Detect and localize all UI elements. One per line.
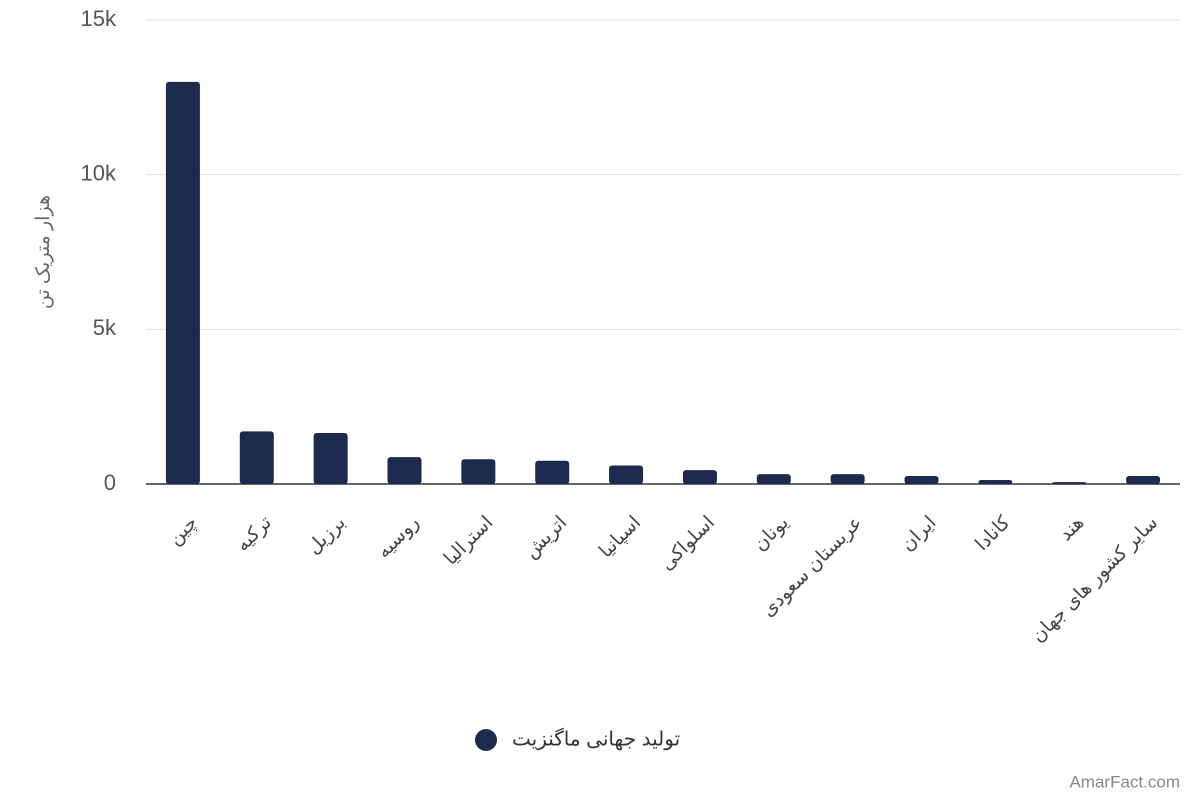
legend-label: تولید جهانی ماگنزیت	[512, 727, 680, 750]
legend-marker	[475, 729, 497, 751]
bar	[165, 81, 200, 484]
x-tick-label: روسیه	[373, 512, 423, 562]
y-tick-label: 5k	[93, 315, 117, 340]
x-tick-label: اسلواکی	[656, 512, 719, 575]
bar	[756, 474, 791, 484]
x-tick-label: استرالیا	[440, 512, 497, 569]
bar	[535, 460, 570, 484]
bar	[904, 475, 939, 484]
bar	[682, 470, 717, 484]
x-tick-label: هند	[1055, 512, 1088, 545]
x-tick-label: اسپانیا	[595, 512, 645, 562]
x-tick-label: کانادا	[972, 512, 1016, 556]
x-tick-label: چین	[165, 512, 202, 549]
bar	[978, 479, 1013, 484]
x-tick-label: برزیل	[303, 512, 349, 558]
x-tick-label: یونان	[750, 512, 793, 555]
y-tick-label: 15k	[81, 6, 117, 31]
bar	[239, 431, 274, 484]
bar	[1052, 482, 1087, 484]
bar	[1126, 475, 1161, 484]
bar	[313, 432, 348, 484]
x-tick-label: ترکیه	[232, 512, 276, 556]
y-tick-label: 0	[104, 470, 116, 495]
y-axis-title: هزار متریک تن	[33, 195, 54, 309]
bar	[461, 459, 496, 484]
watermark: AmarFact.com	[1069, 772, 1180, 791]
bar	[387, 457, 422, 484]
x-tick-label: سایر کشور های جهان	[1028, 512, 1163, 647]
y-tick-label: 10k	[81, 160, 117, 185]
x-tick-label: ایران	[897, 512, 940, 555]
bar	[609, 465, 644, 484]
x-tick-label: اتریش	[521, 512, 572, 563]
bar	[830, 474, 865, 484]
